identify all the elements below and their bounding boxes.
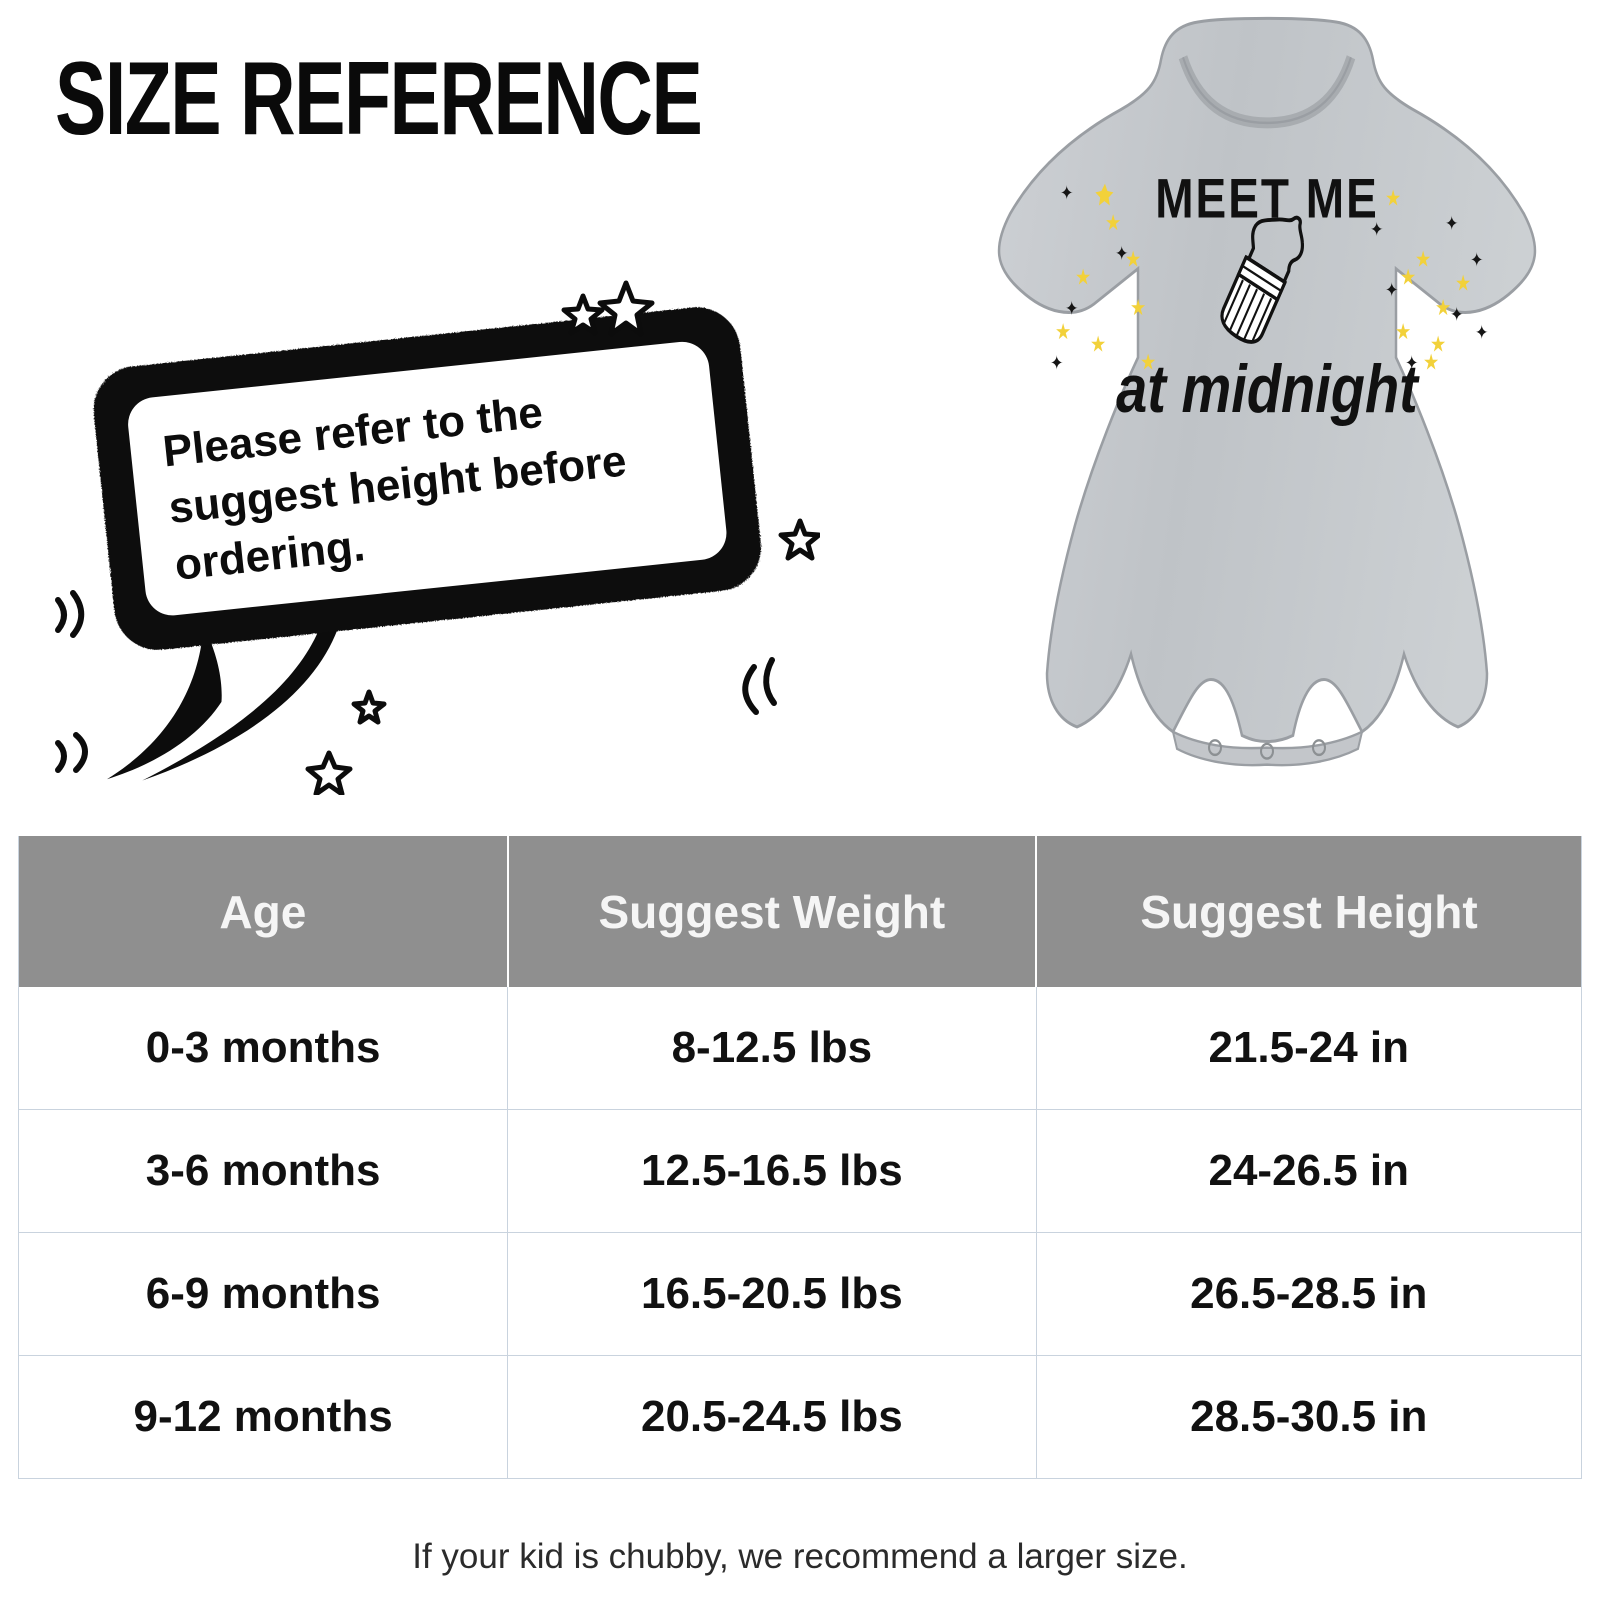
svg-text:✦: ✦ [1470, 249, 1483, 271]
svg-text:✦: ✦ [1370, 218, 1383, 240]
svg-text:at midnight: at midnight [1116, 352, 1420, 427]
svg-text:★: ★ [1385, 187, 1401, 211]
svg-text:✦: ✦ [1065, 297, 1078, 319]
svg-text:✦: ✦ [1060, 182, 1073, 204]
svg-text:★: ★ [1090, 333, 1106, 357]
svg-text:✦: ✦ [1115, 243, 1128, 265]
svg-text:✦: ✦ [1445, 212, 1458, 234]
svg-text:★: ★ [1075, 266, 1091, 290]
svg-text:★: ★ [1400, 266, 1416, 290]
svg-text:✦: ✦ [1450, 304, 1463, 326]
svg-text:★: ★ [1430, 333, 1446, 357]
svg-text:★: ★ [1130, 296, 1146, 320]
svg-text:★: ★ [1455, 272, 1471, 296]
svg-text:★: ★ [1415, 248, 1431, 272]
svg-text:★: ★ [1105, 211, 1121, 235]
svg-text:✦: ✦ [1050, 352, 1063, 374]
svg-text:✦: ✦ [1475, 322, 1488, 344]
svg-text:★: ★ [1055, 321, 1071, 345]
svg-text:✦: ✦ [1385, 279, 1398, 301]
svg-text:★: ★ [1435, 296, 1451, 320]
svg-text:★: ★ [1395, 321, 1411, 345]
